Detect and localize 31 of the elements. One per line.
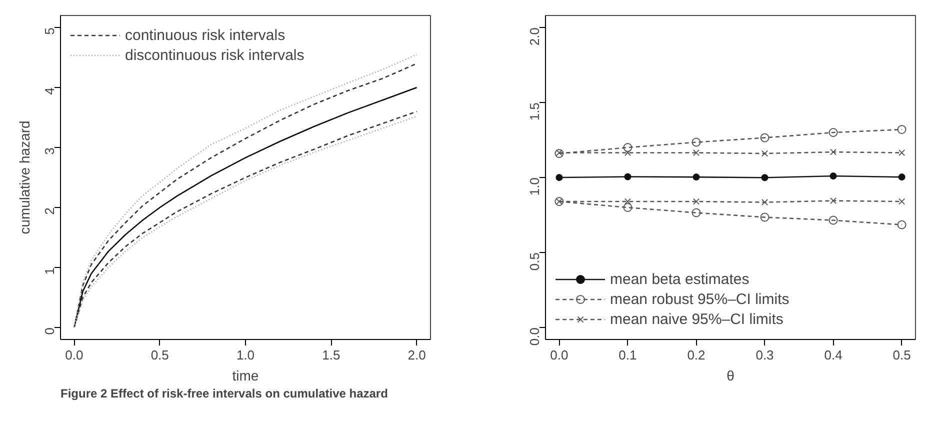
x-axis-title: θ — [726, 368, 735, 384]
x-tick-label: 1.5 — [322, 348, 340, 362]
x-tick-label: 0.2 — [687, 348, 706, 362]
caption: Figure 2 Effect of risk-free intervals on cumulative hazard — [60, 386, 388, 400]
legend-label: mean robust 95%–CI limits — [610, 290, 790, 308]
x-tick-label: 0.3 — [756, 348, 774, 362]
x-tick-label: 0.5 — [892, 348, 911, 362]
x-tick-label: 0.4 — [824, 348, 842, 362]
y-tick-label: 5 — [42, 27, 57, 35]
x-tick-label: 0.0 — [550, 348, 568, 362]
y-tick-label: 0.5 — [527, 252, 542, 271]
legend-label: mean naive 95%–CI limits — [610, 310, 784, 328]
y-tick-label: 4 — [42, 87, 57, 95]
y-tick-label: 1.5 — [527, 102, 542, 121]
y-tick-label: 1 — [42, 267, 57, 275]
x-tick-label: 0.0 — [65, 348, 84, 362]
y-tick-label: 0.0 — [527, 327, 542, 346]
y-tick-label: 2 — [42, 207, 57, 215]
legend-label: continuous risk intervals — [125, 26, 286, 44]
x-tick-label: 2.0 — [408, 348, 426, 362]
x-tick-label: 1.0 — [236, 348, 255, 362]
y-tick-label: 0 — [42, 327, 57, 335]
y-tick-label: 3 — [42, 147, 57, 155]
y-tick-label: 2.0 — [527, 27, 542, 46]
x-tick-label: 0.1 — [618, 348, 637, 362]
x-axis-title: time — [232, 368, 259, 384]
y-axis-title: cumulative hazard — [16, 120, 32, 234]
legend-label: mean beta estimates — [610, 270, 750, 288]
x-tick-label: 0.5 — [150, 348, 169, 362]
y-tick-label: 1.0 — [527, 177, 542, 196]
legend-label: discontinuous risk intervals — [125, 46, 304, 64]
